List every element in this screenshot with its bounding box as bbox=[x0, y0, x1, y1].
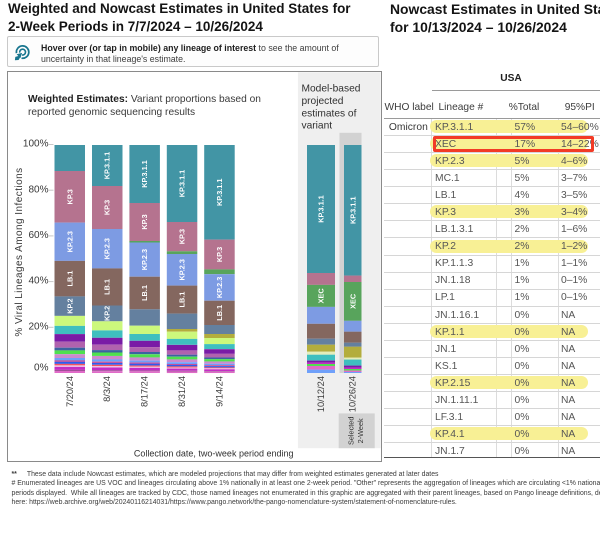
svg-text:projected: projected bbox=[302, 96, 344, 107]
svg-text:KP.2.3: KP.2.3 bbox=[140, 249, 149, 270]
svg-text:KP.3.1.1: KP.3.1.1 bbox=[348, 197, 357, 224]
svg-text:7/20/24: 7/20/24 bbox=[65, 376, 75, 407]
svg-text:XEC: XEC bbox=[348, 293, 357, 309]
svg-text:variant: variant bbox=[302, 121, 333, 132]
svg-text:LB.1: LB.1 bbox=[215, 305, 224, 321]
svg-text:40%: 40% bbox=[28, 276, 48, 287]
svg-text:10/26/24: 10/26/24 bbox=[348, 376, 358, 412]
svg-text:60%: 60% bbox=[28, 230, 48, 241]
svg-text:10/12/24: 10/12/24 bbox=[316, 376, 326, 412]
svg-text:2-Week: 2-Week bbox=[356, 418, 365, 443]
svg-text:estimates of: estimates of bbox=[302, 108, 357, 119]
svg-text:LB.1: LB.1 bbox=[65, 271, 74, 287]
svg-text:KP.3: KP.3 bbox=[65, 189, 74, 204]
svg-text:LB.1: LB.1 bbox=[140, 285, 149, 301]
svg-text:8/3/24: 8/3/24 bbox=[102, 376, 112, 402]
svg-text:Model-based: Model-based bbox=[302, 84, 361, 95]
svg-text:Selected: Selected bbox=[347, 417, 356, 445]
svg-text:KP.3: KP.3 bbox=[178, 229, 187, 244]
svg-text:Collection date, two-week peri: Collection date, two-week period ending bbox=[134, 449, 294, 459]
svg-text:KP.2.3: KP.2.3 bbox=[103, 238, 112, 259]
svg-text:KP.3: KP.3 bbox=[103, 200, 112, 215]
svg-text:9/14/24: 9/14/24 bbox=[214, 376, 224, 407]
svg-text:KP.2: KP.2 bbox=[103, 306, 112, 321]
svg-text:8/31/24: 8/31/24 bbox=[177, 376, 187, 407]
svg-text:LB.1: LB.1 bbox=[103, 279, 112, 295]
svg-text:8/17/24: 8/17/24 bbox=[140, 376, 150, 407]
svg-text:% Viral Lineages Among Infecti: % Viral Lineages Among Infections bbox=[14, 167, 25, 336]
svg-text:KP.2.3: KP.2.3 bbox=[178, 259, 187, 280]
svg-text:80%: 80% bbox=[28, 184, 48, 195]
svg-text:KP.3: KP.3 bbox=[215, 247, 224, 262]
svg-text:KP.3.1.1: KP.3.1.1 bbox=[178, 170, 187, 197]
svg-text:KP.2.3: KP.2.3 bbox=[65, 231, 74, 252]
svg-text:KP.2.3: KP.2.3 bbox=[215, 277, 224, 298]
svg-text:KP.3.1.1: KP.3.1.1 bbox=[215, 179, 224, 206]
svg-text:LB.1: LB.1 bbox=[178, 292, 187, 308]
svg-text:XEC: XEC bbox=[317, 288, 326, 304]
svg-text:KP.3.1.1: KP.3.1.1 bbox=[140, 160, 149, 187]
svg-text:0%: 0% bbox=[34, 363, 49, 374]
svg-text:KP.2: KP.2 bbox=[65, 298, 74, 313]
svg-text:KP.3.1.1: KP.3.1.1 bbox=[317, 195, 326, 222]
svg-text:100%: 100% bbox=[23, 139, 49, 150]
svg-text:KP.3: KP.3 bbox=[140, 214, 149, 229]
svg-text:20%: 20% bbox=[28, 322, 48, 333]
svg-text:KP.3.1.1: KP.3.1.1 bbox=[103, 152, 112, 179]
